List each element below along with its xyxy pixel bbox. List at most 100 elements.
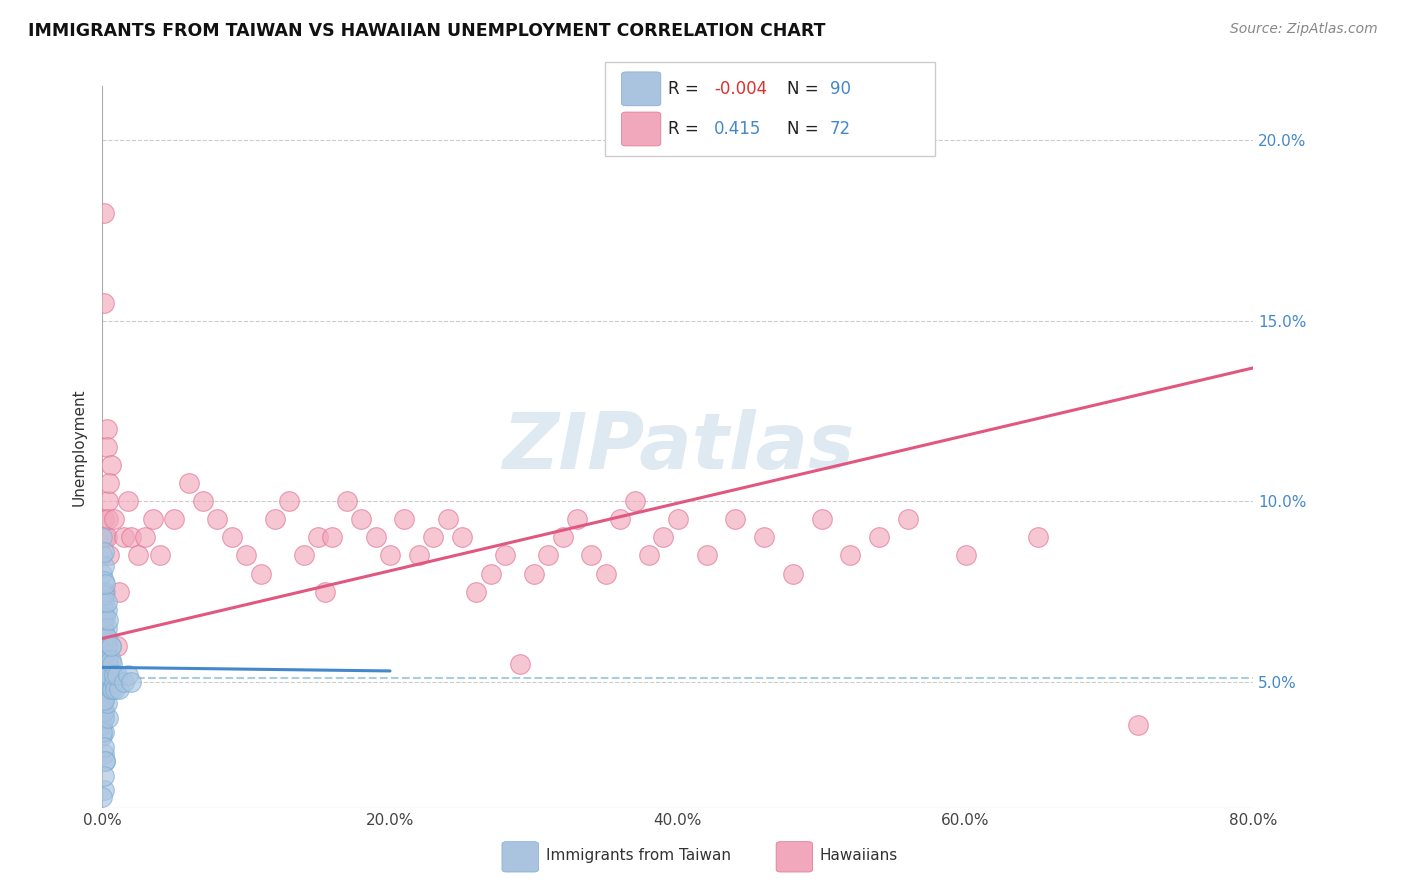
Point (91, 725, 114, 739)
Point (96, 422, 118, 436)
Point (96, 664, 118, 678)
Point (94, 667, 117, 681)
Point (378, 549, 401, 563)
Point (98, 667, 121, 681)
Point (422, 531, 444, 545)
Point (465, 584, 488, 599)
Point (509, 657, 531, 671)
Point (810, 512, 832, 526)
Point (96, 531, 118, 545)
Point (93, 512, 115, 526)
Text: Immigrants from Taiwan: Immigrants from Taiwan (546, 848, 731, 863)
Text: N =: N = (787, 80, 824, 98)
Point (537, 549, 560, 563)
Point (321, 531, 343, 545)
Point (1128, 718, 1150, 732)
Point (93, 649, 115, 664)
Point (149, 549, 172, 563)
Point (350, 512, 373, 526)
Point (752, 531, 775, 545)
Point (666, 512, 689, 526)
Point (207, 512, 229, 526)
Point (91, 566, 114, 581)
Point (551, 531, 574, 545)
Point (100, 639, 122, 653)
Point (97, 653, 120, 667)
Point (436, 512, 458, 526)
Point (94, 531, 117, 545)
Point (103, 674, 125, 689)
Point (100, 639, 122, 653)
Point (91, 549, 114, 563)
Point (91, 718, 114, 732)
Point (127, 549, 149, 563)
Point (93, 704, 115, 718)
Point (105, 667, 128, 681)
Point (96, 632, 118, 646)
Point (94, 657, 117, 671)
Point (94, 674, 117, 689)
Point (96, 602, 118, 616)
Text: R =: R = (668, 120, 704, 138)
Point (93, 769, 115, 783)
Text: Hawaiians: Hawaiians (820, 848, 898, 863)
Point (93, 690, 115, 704)
Point (94, 674, 117, 689)
Point (897, 512, 920, 526)
Point (101, 681, 124, 696)
Point (93, 639, 115, 653)
Point (112, 531, 135, 545)
Point (638, 549, 661, 563)
Point (93, 559, 115, 574)
Point (93, 584, 115, 599)
Point (93, 595, 115, 609)
Point (100, 653, 122, 667)
Point (93, 574, 115, 588)
Point (93, 681, 115, 696)
Point (94, 674, 117, 689)
Point (134, 531, 156, 545)
Point (93, 632, 115, 646)
Point (595, 566, 617, 581)
Point (307, 531, 329, 545)
Point (97, 657, 120, 671)
Point (91, 697, 114, 711)
Point (93, 205, 115, 219)
Point (93, 693, 115, 707)
Point (96, 639, 118, 653)
Point (724, 512, 747, 526)
Point (93, 639, 115, 653)
Point (191, 494, 214, 508)
Point (98, 476, 121, 491)
Point (112, 674, 135, 689)
Point (494, 549, 516, 563)
Point (609, 512, 631, 526)
Point (103, 512, 125, 526)
Point (117, 494, 139, 508)
Point (336, 494, 359, 508)
Point (565, 512, 588, 526)
Point (249, 566, 271, 581)
Point (91, 693, 114, 707)
Point (100, 458, 122, 473)
Point (93, 296, 115, 310)
Point (652, 531, 675, 545)
Point (581, 549, 603, 563)
Point (96, 639, 118, 653)
Point (94, 584, 117, 599)
Point (98, 667, 121, 681)
Point (93, 711, 115, 725)
Point (523, 566, 546, 581)
Point (97, 494, 120, 508)
Point (96, 621, 118, 635)
Y-axis label: Unemployment: Unemployment (72, 388, 86, 506)
Point (394, 512, 416, 526)
Point (104, 681, 127, 696)
Point (278, 494, 301, 508)
Point (91, 646, 114, 660)
Point (93, 588, 115, 602)
Text: N =: N = (787, 120, 824, 138)
Point (93, 657, 115, 671)
Point (91, 790, 114, 805)
Point (408, 549, 430, 563)
